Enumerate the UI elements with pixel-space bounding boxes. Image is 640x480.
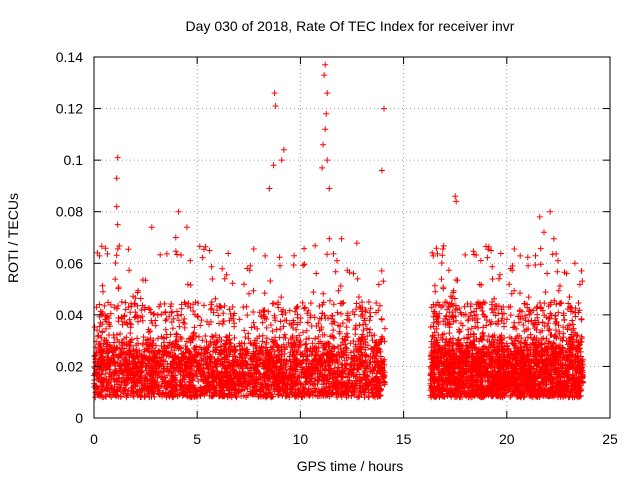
x-tick-label: 25 bbox=[602, 431, 618, 447]
y-tick-label: 0.12 bbox=[56, 101, 83, 117]
x-tick-label: 5 bbox=[193, 431, 201, 447]
y-tick-label: 0.04 bbox=[56, 307, 83, 323]
x-axis-label: GPS time / hours bbox=[297, 458, 404, 474]
y-tick-label: 0.1 bbox=[64, 152, 84, 168]
y-axis-label: ROTI / TECUs bbox=[5, 193, 21, 283]
y-tick-label: 0 bbox=[75, 410, 83, 426]
roti-series-markers bbox=[91, 61, 587, 401]
y-tick-label: 0.08 bbox=[56, 204, 83, 220]
x-tick-label: 10 bbox=[293, 431, 309, 447]
y-tick-label: 0.02 bbox=[56, 358, 83, 374]
y-tick-label: 0.06 bbox=[56, 255, 83, 271]
y-tick-label: 0.14 bbox=[56, 49, 83, 65]
plot-border bbox=[93, 56, 611, 419]
plot-frame bbox=[93, 56, 611, 419]
chart-title: Day 030 of 2018, Rate Of TEC Index for r… bbox=[186, 18, 515, 34]
x-tick-label: 0 bbox=[90, 431, 98, 447]
axis-ticks: 0 0.02 0.04 0.06 0.08 0.1 0.12 0.14 0 5 10 15 20 25 bbox=[56, 49, 618, 447]
x-tick-label: 15 bbox=[396, 431, 412, 447]
data-points bbox=[91, 61, 587, 401]
x-tick-label: 20 bbox=[499, 431, 515, 447]
